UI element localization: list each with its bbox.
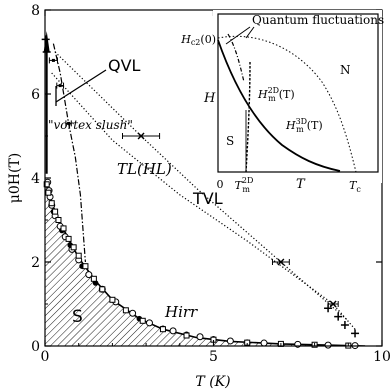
point-cross [277, 258, 285, 266]
point-square [70, 244, 77, 251]
point-open-circle [85, 271, 93, 279]
y-tick-label: 8 [31, 3, 40, 19]
inset-hm2d-label: H2D m (T) [257, 86, 295, 103]
point-slush [51, 58, 55, 62]
inset-hm3d-curve [217, 39, 341, 172]
point-square [75, 252, 82, 259]
annotation-tvl: TVL [192, 189, 223, 208]
point-slush [58, 84, 62, 88]
inset-xtick-tc: Tc [349, 179, 361, 194]
point-plus [351, 329, 360, 338]
y-tick-label: 6 [31, 87, 40, 103]
inset-region-s: S [226, 134, 234, 148]
x-axis-label: T (K) [195, 374, 230, 390]
inset-xlabel: T [296, 177, 306, 192]
y-tick-label: 4 [31, 171, 40, 187]
point-square [122, 307, 129, 314]
point-plus [334, 312, 343, 321]
inset-hc2-label: Hc2(0) [180, 33, 216, 47]
y-axis-label: μ0H(T) [7, 153, 23, 203]
point-square [82, 263, 89, 270]
point-square [45, 189, 52, 196]
inset-qf-pointer [225, 26, 251, 45]
point-square [60, 225, 67, 232]
inset-dashdot-curve [227, 33, 245, 83]
y-tick-label: 2 [31, 255, 40, 271]
qvl-pointer [55, 69, 107, 103]
annotation-vortex-slush: "vortex slush" [48, 118, 133, 132]
inset-region-n: N [340, 63, 351, 77]
inset-background [213, 10, 382, 183]
inset-frame [217, 13, 379, 173]
point-open-circle [129, 309, 137, 317]
inset-xtick-0: 0 [217, 178, 224, 191]
ticks-layer: 0 5 10 0 2 4 6 8 [31, 3, 391, 365]
point-square [109, 296, 116, 303]
inset-hm2d-curve [245, 61, 251, 173]
x-tick-label: 0 [41, 349, 50, 365]
point-cross [329, 300, 337, 308]
inset-title: Quantum fluctuations [252, 13, 384, 27]
x-tick-label: 10 [373, 349, 391, 365]
point-cross [137, 132, 145, 140]
main-plot: 0 5 10 0 2 4 6 8 μ0H(T) T (K) QVL TVL S "vortex… [7, 3, 391, 390]
line-lower-dotted [51, 72, 356, 330]
annotation-qvl: QVL [108, 56, 141, 75]
inset-ylabel: H [203, 91, 216, 106]
point-square [55, 217, 62, 223]
inset-xtick-tm2d: T2D m [235, 176, 254, 194]
point-square [99, 286, 106, 293]
x-tick-label: 5 [209, 349, 218, 365]
superconducting-region-hatch [45, 180, 366, 346]
inset-hc2-curve [217, 35, 357, 173]
point-square [43, 181, 50, 188]
point-open-circle [169, 327, 177, 335]
line-tl-hl- [52, 43, 86, 263]
point-plus [340, 321, 349, 329]
inset-hm3d-label: H3D m (T) [285, 117, 323, 134]
point-open-circle [324, 341, 332, 349]
point-square [52, 208, 59, 215]
point-open-circle [260, 339, 268, 347]
point-open-circle [226, 337, 234, 345]
annotation-hirr: Hirr [164, 303, 198, 321]
annotation-s: S [72, 307, 83, 327]
point-square [90, 275, 97, 282]
point-square [159, 326, 166, 333]
y-tick-label: 0 [31, 339, 40, 355]
point-open-circle [145, 319, 153, 327]
point-square [48, 200, 55, 207]
point-open-circle [196, 333, 204, 341]
point-square [183, 332, 190, 339]
inset-plot: Quantum fluctuations H T Hc2(0) S N H2D m… [180, 10, 384, 194]
point-square [139, 317, 146, 324]
annotation-tl: TL(HL) [117, 160, 172, 178]
point-square [65, 235, 72, 242]
point-slush [67, 121, 71, 125]
inset-qf-pointer-2 [245, 26, 255, 39]
